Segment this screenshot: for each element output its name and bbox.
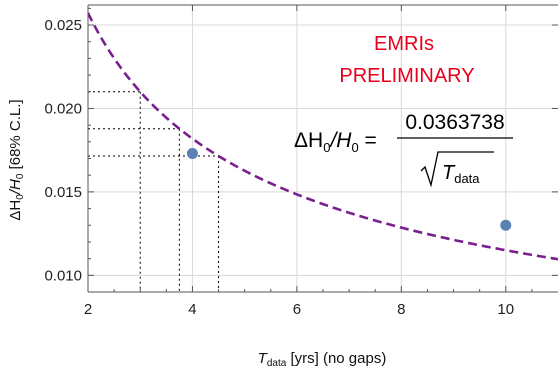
x-axis-label: Tdata [yrs] (no gaps) bbox=[258, 350, 387, 369]
formula-denominator: T bbox=[442, 162, 456, 184]
svg-text:Tdata: Tdata bbox=[442, 162, 480, 186]
guide-lines bbox=[88, 91, 220, 292]
fit-curve bbox=[88, 12, 558, 261]
formula-numerator: 0.0363738 bbox=[405, 111, 504, 134]
y-axis-ticks: 0.010 0.015 0.020 0.025 bbox=[44, 7, 558, 293]
formula-lhs-a: ΔH bbox=[294, 129, 323, 152]
formula-lhs-sub2: 0 bbox=[351, 140, 358, 155]
formula-lhs-b: /H bbox=[328, 129, 352, 152]
formula-equals: = bbox=[359, 129, 377, 152]
y-tick-label: 0.025 bbox=[44, 17, 82, 34]
x-tick-label: 4 bbox=[188, 301, 196, 318]
svg-text:ΔH0/H0 =: ΔH0/H0 = bbox=[294, 129, 377, 155]
annotation-emris: EMRIs bbox=[374, 33, 434, 55]
y-tick-label: 0.015 bbox=[44, 184, 82, 201]
y-axis-label: ΔH0/H0 [68% C.L.] bbox=[7, 99, 26, 220]
formula-denominator-sub: data bbox=[454, 171, 480, 186]
x-axis-ticks: 2 4 6 8 10 bbox=[84, 5, 533, 318]
fit-formula: ΔH0/H0 = 0.0363738 Tdata bbox=[294, 111, 513, 188]
formula-lhs-sub1: 0 bbox=[323, 140, 330, 155]
x-tick-label: 10 bbox=[497, 301, 514, 318]
annotation-preliminary: PRELIMINARY bbox=[339, 65, 474, 87]
x-tick-label: 2 bbox=[84, 301, 92, 318]
data-points bbox=[186, 148, 512, 231]
y-tick-label: 0.020 bbox=[44, 100, 82, 117]
grid-lines bbox=[88, 5, 558, 292]
sqrt-sign bbox=[420, 151, 494, 188]
y-tick-label: 0.010 bbox=[44, 267, 82, 284]
x-tick-label: 6 bbox=[293, 301, 301, 318]
data-point bbox=[500, 219, 512, 231]
x-tick-label: 8 bbox=[397, 301, 405, 318]
data-point bbox=[186, 148, 198, 160]
